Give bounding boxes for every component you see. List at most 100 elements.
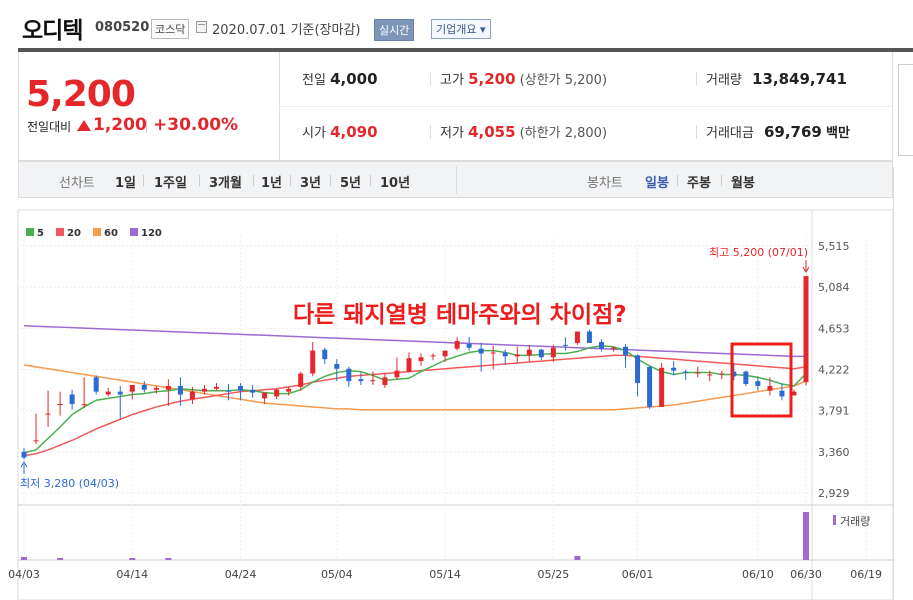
volume-bar xyxy=(21,557,27,560)
side-panel xyxy=(893,52,913,600)
high-arrow-icon xyxy=(802,266,810,273)
candle-body xyxy=(430,355,436,357)
highlight-box xyxy=(730,342,793,418)
period-10y[interactable]: 10년 xyxy=(380,176,411,191)
volume-label: 거래량 xyxy=(706,73,742,88)
header-divider xyxy=(18,48,913,52)
candle-body xyxy=(683,371,689,373)
y-tick-label: 3,360 xyxy=(818,446,850,459)
market-badge: 코스닥 xyxy=(151,19,190,39)
candle-body xyxy=(286,388,292,392)
lower-limit: (하한가 2,800) xyxy=(519,126,608,141)
period-5y[interactable]: 5년 xyxy=(340,176,362,191)
x-tick-label: 06/01 xyxy=(622,568,654,581)
x-tick-label: 06/19 xyxy=(850,568,882,581)
volume-bar xyxy=(803,512,809,560)
y-tick-label: 3,791 xyxy=(818,405,850,418)
realtime-button[interactable]: 실시간 xyxy=(374,19,415,41)
chart-legend: 5 20 60 120 xyxy=(26,228,162,239)
candle-body xyxy=(250,389,256,393)
toolbar-divider xyxy=(456,166,457,194)
prev-close-cell: 전일 4,000 xyxy=(302,69,378,88)
candle-body xyxy=(238,385,244,391)
up-arrow-icon xyxy=(77,120,91,131)
moving-averages xyxy=(23,325,807,457)
y-tick-label: 4,222 xyxy=(818,364,850,377)
candle-body xyxy=(586,331,592,343)
period-1y[interactable]: 1년 xyxy=(261,176,283,191)
candle-body xyxy=(490,352,496,354)
candle-body xyxy=(418,357,424,362)
line-chart-label: 선차트 xyxy=(59,176,95,191)
legend-label: 60 xyxy=(104,228,118,239)
x-tick-label: 05/25 xyxy=(538,568,570,581)
legend-swatch xyxy=(93,228,101,236)
candle-body xyxy=(707,374,713,376)
legend-swatch xyxy=(130,228,138,236)
change-value: 1,200 xyxy=(93,115,147,135)
candle-body xyxy=(165,385,171,390)
candle-body xyxy=(562,344,568,346)
candle-body xyxy=(695,372,701,374)
candle-body xyxy=(358,379,364,382)
candle-body xyxy=(274,389,280,397)
volume-bar xyxy=(129,558,136,560)
company-overview-button[interactable]: 기업개요 ▾ xyxy=(431,19,491,39)
side-panel-box xyxy=(898,64,913,156)
candle-body xyxy=(153,387,159,390)
period-1d[interactable]: 1일 xyxy=(115,176,137,191)
candle-body xyxy=(623,346,629,356)
period-3y[interactable]: 3년 xyxy=(300,176,322,191)
volume-label: 거래량 xyxy=(840,515,870,528)
candle-body xyxy=(743,371,749,385)
candle-body xyxy=(755,381,761,386)
upper-limit: (상한가 5,200) xyxy=(519,73,608,88)
candle-body xyxy=(466,343,472,348)
legend-swatch xyxy=(56,228,64,236)
candle-daily[interactable]: 일봉 xyxy=(645,176,669,191)
candle-monthly[interactable]: 월봉 xyxy=(731,176,755,191)
period-divider xyxy=(330,175,331,186)
period-divider xyxy=(199,175,200,186)
volume-bars: 거래량 xyxy=(21,512,870,560)
x-tick-label: 04/14 xyxy=(116,568,148,581)
y-tick-label: 2,929 xyxy=(818,487,850,500)
side-panel-line xyxy=(893,167,894,600)
high-cell: 고가 5,200 (상한가 5,200) xyxy=(440,69,607,88)
stock-name: 오디텍 xyxy=(22,18,83,44)
period-divider xyxy=(143,175,144,186)
low-arrow-icon xyxy=(20,461,28,468)
volume-bar xyxy=(57,558,64,560)
x-tick-label: 04/24 xyxy=(225,568,257,581)
period-1w[interactable]: 1주일 xyxy=(154,176,187,191)
x-tick-label: 04/03 xyxy=(8,568,40,581)
candle-body xyxy=(69,394,75,405)
candle-body xyxy=(406,358,412,372)
cell-divider xyxy=(696,72,697,86)
period-divider xyxy=(721,175,722,186)
period-3m[interactable]: 3개월 xyxy=(209,176,242,191)
candle-body xyxy=(93,377,99,392)
trade-value-label: 거래대금 xyxy=(706,126,754,141)
candle-body xyxy=(322,349,328,360)
candle-body xyxy=(767,385,773,391)
x-tick-label: 05/04 xyxy=(321,568,353,581)
candle-body xyxy=(213,386,219,389)
low-value: 4,055 xyxy=(468,123,516,141)
candle-body xyxy=(731,371,737,377)
candle-body xyxy=(45,413,51,415)
candle-body xyxy=(33,440,39,442)
candle-body xyxy=(262,392,268,399)
candle-weekly[interactable]: 주봉 xyxy=(687,176,711,191)
chart-annotations: 최고 5,200 (07/01) 최저 3,280 (04/03) 다른 돼지열병 … xyxy=(20,246,810,490)
legend-label: 120 xyxy=(141,228,162,239)
trade-value-unit: 백만 xyxy=(826,126,850,141)
candle-body xyxy=(659,367,665,407)
low-annotation: 최저 3,280 (04/03) xyxy=(20,477,119,490)
summary-row-divider xyxy=(279,106,894,107)
y-tick-label: 5,515 xyxy=(818,240,850,253)
candle-body xyxy=(719,373,725,375)
low-cell: 저가 4,055 (하한가 2,800) xyxy=(440,122,607,141)
candle-body xyxy=(550,347,556,358)
